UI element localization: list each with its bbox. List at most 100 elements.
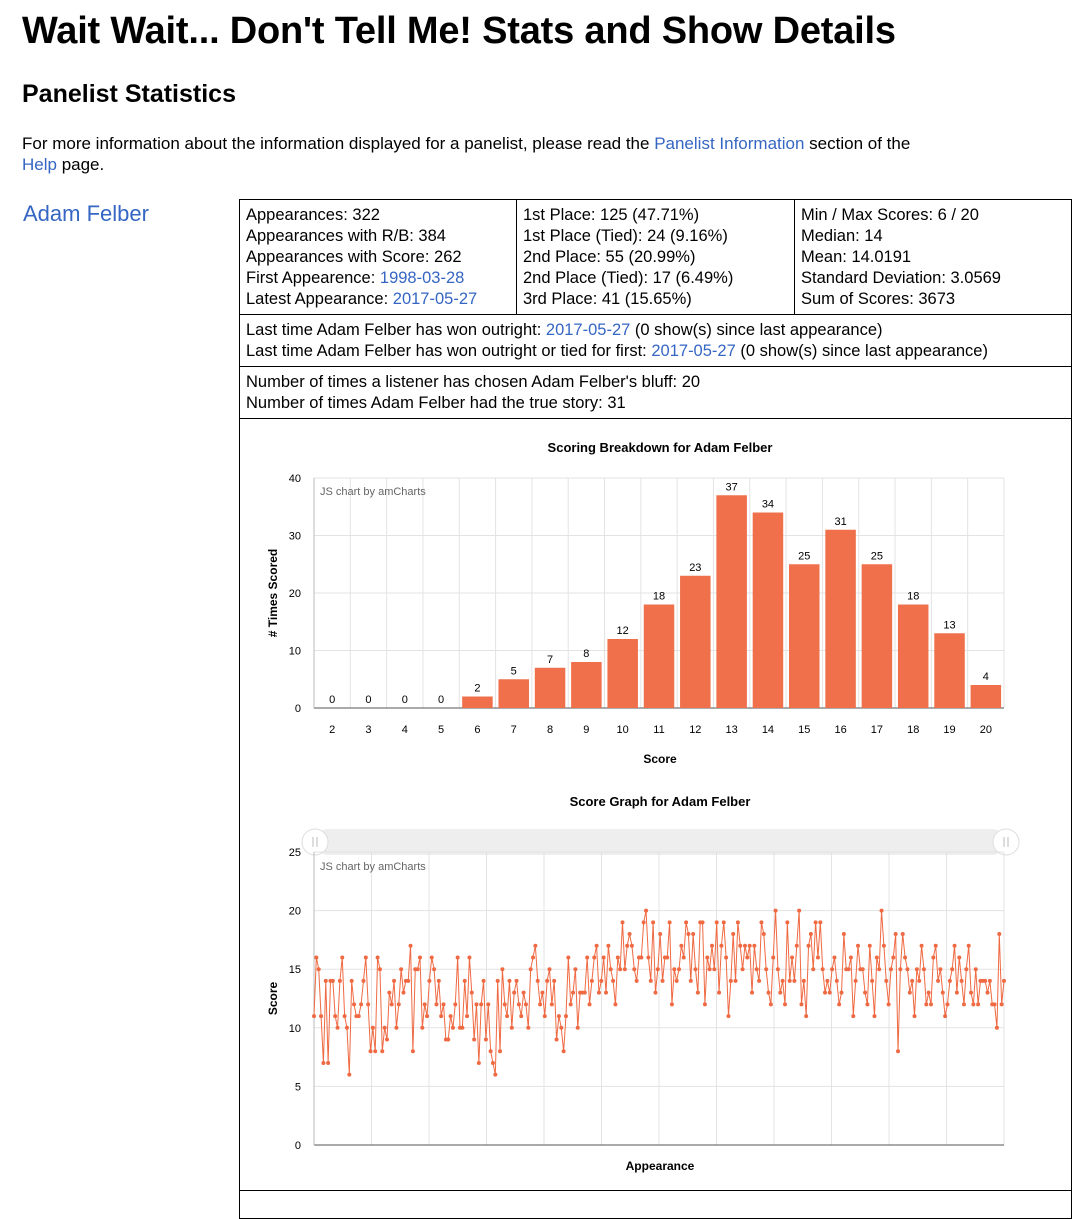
line-chart-point bbox=[342, 1014, 347, 1019]
chart-scrollbar[interactable] bbox=[301, 828, 1020, 856]
scrollbar-right-handle[interactable] bbox=[992, 828, 1020, 856]
line-chart-point bbox=[488, 1049, 493, 1054]
line-chart-point bbox=[406, 978, 411, 983]
line-chart-point bbox=[947, 978, 952, 983]
line-chart-point bbox=[943, 1014, 948, 1019]
line-chart-y-tick: 5 bbox=[295, 1081, 301, 1093]
line-chart-xlabel: Appearance bbox=[626, 1159, 695, 1173]
line-chart-point bbox=[834, 978, 839, 983]
line-chart-point bbox=[987, 978, 992, 983]
line-chart-point bbox=[764, 967, 769, 972]
bar-chart-bar bbox=[680, 575, 711, 708]
line-chart-point bbox=[877, 967, 882, 972]
line-chart-point bbox=[396, 1002, 401, 1007]
line-chart-point bbox=[375, 955, 380, 960]
bar-chart-data-label: 8 bbox=[583, 648, 589, 660]
line-chart-point bbox=[773, 908, 778, 913]
line-chart-point bbox=[434, 1002, 439, 1007]
line-chart-point bbox=[575, 1025, 580, 1030]
line-chart-point bbox=[804, 1014, 809, 1019]
line-chart-point bbox=[608, 967, 613, 972]
scrollbar-left-handle[interactable] bbox=[301, 828, 329, 856]
line-chart-point bbox=[319, 1014, 324, 1019]
median: Median: 14 bbox=[801, 227, 883, 245]
line-chart-point bbox=[971, 1002, 976, 1007]
bar-chart-xlabel: Score bbox=[643, 752, 677, 766]
last-won-outright: Last time Adam Felber has won outright: … bbox=[246, 320, 1065, 341]
line-chart-point bbox=[917, 978, 922, 983]
line-chart-point bbox=[823, 990, 828, 995]
line-chart-point bbox=[523, 1002, 528, 1007]
bar-chart-y-tick: 0 bbox=[295, 703, 301, 715]
line-chart-point bbox=[540, 990, 545, 995]
line-chart-point bbox=[785, 920, 790, 925]
first-appearance-label: First Appearence: bbox=[246, 269, 380, 287]
line-chart-point bbox=[667, 920, 672, 925]
line-chart-point bbox=[888, 967, 893, 972]
line-chart-point bbox=[658, 932, 663, 937]
bar-chart-bar bbox=[861, 564, 893, 708]
line-chart-point bbox=[450, 1025, 455, 1030]
line-chart-point bbox=[898, 967, 903, 972]
panelist-information-link[interactable]: Panelist Information bbox=[654, 134, 805, 153]
panelist-name-link[interactable]: Adam Felber bbox=[23, 201, 149, 226]
bar-chart-x-tick: 17 bbox=[871, 724, 883, 736]
line-chart-point bbox=[884, 978, 889, 983]
bar-chart-bar bbox=[643, 604, 675, 708]
line-chart-point bbox=[738, 943, 743, 948]
intro-text-part: For more information about the informati… bbox=[22, 134, 655, 153]
last-won-outright-label: Last time Adam Felber has won outright: bbox=[246, 321, 546, 339]
bar-chart-data-label: 37 bbox=[726, 481, 738, 493]
line-chart-point bbox=[952, 943, 957, 948]
chart-scrollbar-track[interactable] bbox=[315, 829, 1005, 855]
line-chart-point bbox=[526, 1025, 531, 1030]
line-chart-point bbox=[410, 1049, 415, 1054]
line-chart-point bbox=[401, 990, 406, 995]
line-chart-point bbox=[992, 1002, 997, 1007]
line-chart-point bbox=[747, 943, 752, 948]
line-chart-point bbox=[611, 978, 616, 983]
line-chart-point bbox=[326, 1060, 331, 1065]
bar-chart-x-tick: 7 bbox=[511, 724, 517, 736]
line-chart-point bbox=[653, 990, 658, 995]
appearances-cell: Appearances: 322 Appearances with R/B: 3… bbox=[240, 200, 517, 314]
placement-cell: 1st Place: 125 (47.71%) 1st Place (Tied)… bbox=[517, 200, 795, 314]
bar-chart-x-tick: 12 bbox=[689, 724, 701, 736]
line-chart-point bbox=[380, 1049, 385, 1054]
last-won-tied-link[interactable]: 2017-05-27 bbox=[651, 342, 736, 360]
line-chart-point bbox=[519, 1014, 524, 1019]
line-chart-point bbox=[547, 967, 552, 972]
line-chart-point bbox=[761, 932, 766, 937]
line-chart-point bbox=[363, 955, 368, 960]
line-chart-point bbox=[594, 943, 599, 948]
line-chart-point bbox=[439, 1014, 444, 1019]
line-chart-point bbox=[848, 955, 853, 960]
line-chart-point bbox=[672, 967, 677, 972]
line-chart-point bbox=[921, 967, 926, 972]
line-chart-point bbox=[382, 1025, 387, 1030]
line-chart-point bbox=[688, 978, 693, 983]
help-link[interactable]: Help bbox=[22, 155, 57, 174]
line-chart-point bbox=[542, 1014, 547, 1019]
line-chart-point bbox=[705, 955, 710, 960]
intro-text-part: section of the bbox=[804, 134, 911, 153]
last-won-outright-link[interactable]: 2017-05-27 bbox=[545, 321, 631, 339]
line-chart-point bbox=[615, 955, 620, 960]
appearances-rb: Appearances with R/B: 384 bbox=[246, 227, 446, 245]
min-max-scores: Min / Max Scores: 6 / 20 bbox=[801, 206, 979, 224]
bar-chart-x-tick: 9 bbox=[583, 724, 589, 736]
line-chart-point bbox=[830, 967, 835, 972]
line-chart-point bbox=[481, 978, 486, 983]
line-chart-point bbox=[806, 943, 811, 948]
line-chart-point bbox=[535, 978, 540, 983]
latest-appearance-link[interactable]: 2017-05-27 bbox=[392, 290, 478, 308]
line-chart-y-tick: 15 bbox=[289, 964, 301, 976]
line-chart-point bbox=[344, 1025, 349, 1030]
line-chart-point bbox=[321, 1060, 326, 1065]
first-appearance-link[interactable]: 1998-03-28 bbox=[379, 269, 465, 287]
bar-chart-y-tick: 20 bbox=[289, 588, 301, 600]
line-chart-point bbox=[566, 955, 571, 960]
bar-chart-y-tick: 10 bbox=[289, 646, 301, 658]
line-chart-point bbox=[604, 990, 609, 995]
